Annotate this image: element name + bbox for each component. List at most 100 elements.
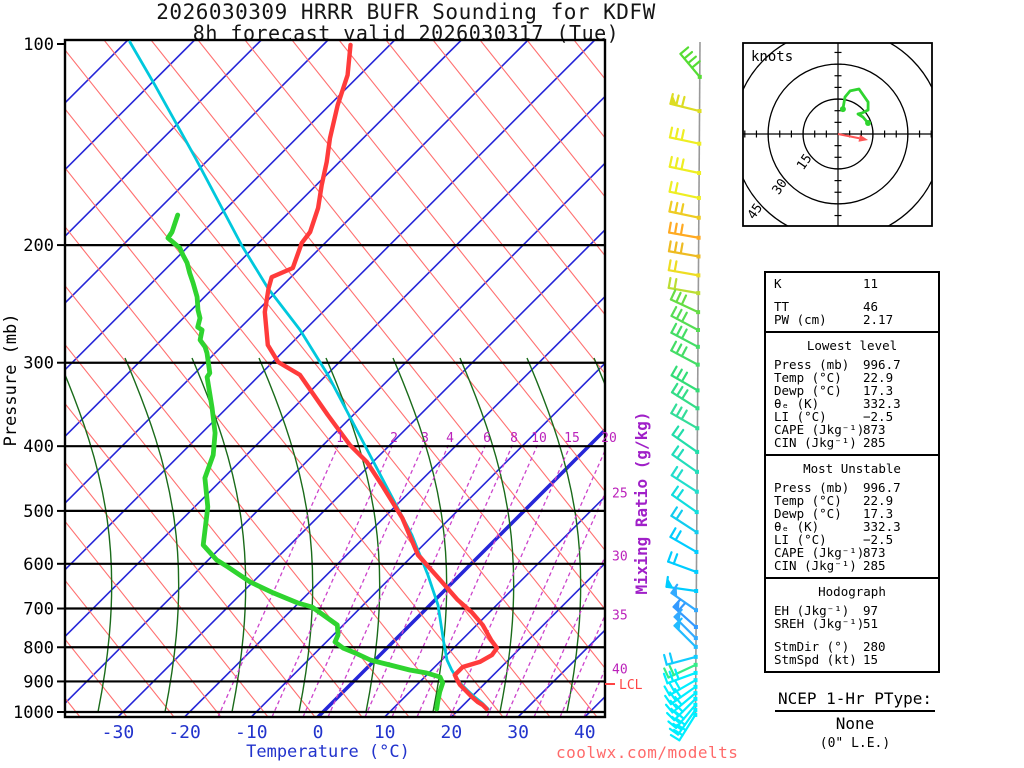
mixing-ratio-value: 8 xyxy=(510,431,518,446)
barb-level-dot xyxy=(696,195,701,200)
info-row: CAPE (Jkg⁻¹) 873 xyxy=(766,546,938,559)
info-row: Press (mb) 996.7 xyxy=(766,481,938,494)
info-section-title: Hodograph xyxy=(818,584,886,599)
moist-adiabat-line xyxy=(258,357,314,713)
wind-barb xyxy=(668,707,698,736)
page-title: 2026030309 HRRR BUFR Sounding for KDFW 8… xyxy=(56,1,756,43)
info-row-label: Temp (°C) xyxy=(774,493,842,508)
barb-feather xyxy=(675,325,683,337)
isotherm-line xyxy=(65,40,529,505)
barb-feather xyxy=(668,652,674,665)
hodograph-units-label: knots xyxy=(751,49,793,65)
barb-feather xyxy=(673,222,678,235)
watermark: coolwx.com/modelts xyxy=(556,743,739,762)
dry-adiabat-line xyxy=(65,166,504,717)
hodograph-ring-label: 30 xyxy=(770,176,791,197)
wind-barb xyxy=(670,403,700,431)
pressure-tick-label: 100 xyxy=(23,35,54,55)
info-row-value: 280 xyxy=(863,639,886,654)
barb-level-dot xyxy=(695,344,700,349)
dry-adiabat-line xyxy=(479,40,605,198)
moist-adiabat-line xyxy=(191,357,247,713)
barb-staff xyxy=(668,165,701,175)
barb-feather xyxy=(675,308,683,320)
barb-staff xyxy=(665,585,698,593)
background-grid xyxy=(65,40,605,717)
info-row-label: CIN (Jkg⁻¹) xyxy=(774,435,857,450)
info-row-label: SREH (Jkg⁻¹) xyxy=(774,616,865,631)
barb-level-dot xyxy=(696,310,701,315)
wind-barb xyxy=(664,691,698,714)
pressure-tick-label: 200 xyxy=(23,236,54,256)
moist-adiabat-line xyxy=(65,372,113,713)
mixing-ratio-value: 2 xyxy=(390,431,398,446)
wind-barb xyxy=(670,305,700,332)
mixing-ratio-line xyxy=(416,444,539,717)
barb-level-dot xyxy=(697,74,702,79)
barb-feather xyxy=(667,276,672,289)
wind-barb xyxy=(667,259,701,278)
barb-feather xyxy=(672,728,684,737)
hodograph-ring-label: 45 xyxy=(745,201,766,222)
barb-feather xyxy=(675,291,682,304)
mixing-ratio-line xyxy=(559,613,605,717)
barb-staff xyxy=(667,231,700,239)
barb-feather xyxy=(664,703,674,714)
wind-barb xyxy=(667,240,701,259)
wind-barb xyxy=(668,155,702,176)
barb-feather xyxy=(680,203,685,216)
barb-feather xyxy=(680,129,685,142)
barb-feather xyxy=(663,685,671,697)
wind-barb xyxy=(667,276,701,296)
barb-feather xyxy=(668,180,673,193)
barb-feather xyxy=(675,385,684,397)
moist-adiabat-line xyxy=(392,357,448,713)
barb-level-dot xyxy=(693,654,698,659)
barb-feather xyxy=(676,602,686,613)
barb-feather xyxy=(674,127,679,140)
wind-barb xyxy=(668,126,702,146)
barb-feather xyxy=(669,733,681,742)
barb-feather xyxy=(680,409,688,421)
wind-barb xyxy=(666,696,698,722)
info-row: CAPE (Jkg⁻¹) 873 xyxy=(766,423,938,436)
barb-level-dot xyxy=(693,678,698,683)
barb-level-dot xyxy=(693,684,698,689)
dry-adiabat-line xyxy=(291,40,605,434)
barb-staff xyxy=(679,52,701,78)
barb-staff xyxy=(668,210,700,219)
isotherm-line xyxy=(450,562,605,717)
wind-barb xyxy=(670,322,700,349)
mixing-ratio-line xyxy=(364,444,487,717)
mixing-ratio-line xyxy=(217,444,340,717)
mixing-ratio-line xyxy=(505,491,605,717)
info-row-value: 2.17 xyxy=(863,312,894,327)
barb-feather xyxy=(675,469,684,480)
isotherm-line xyxy=(65,40,396,371)
info-row: Dewp (°C) 17.3 xyxy=(766,384,938,397)
barb-level-dot xyxy=(696,235,701,240)
pressure-tick-label: 600 xyxy=(23,555,54,575)
barb-feather xyxy=(667,240,672,253)
info-row-label: StmSpd (kt) xyxy=(774,652,857,667)
barb-level-dot xyxy=(694,530,699,535)
info-section-title: Lowest level xyxy=(806,338,898,353)
barb-feather xyxy=(680,95,686,108)
barb-level-dot xyxy=(697,171,702,176)
moist-adiabat-line xyxy=(325,357,381,713)
barb-feather xyxy=(664,694,673,706)
info-row-value: 51 xyxy=(863,616,879,631)
isotherm-line xyxy=(117,228,605,717)
moist-adiabat-line xyxy=(459,357,515,713)
barb-feather xyxy=(668,200,673,213)
barb-feather xyxy=(670,322,678,334)
wind-barb xyxy=(679,46,702,79)
barb-feather xyxy=(679,223,684,236)
barb-feather xyxy=(680,294,688,306)
barb-feather xyxy=(667,221,672,234)
mixing-ratio-value-right: 35 xyxy=(612,608,628,623)
mixing-ratio-value-right: 25 xyxy=(612,487,628,502)
info-row: StmDir (°) 280 xyxy=(766,640,938,653)
barb-feather xyxy=(667,259,672,272)
